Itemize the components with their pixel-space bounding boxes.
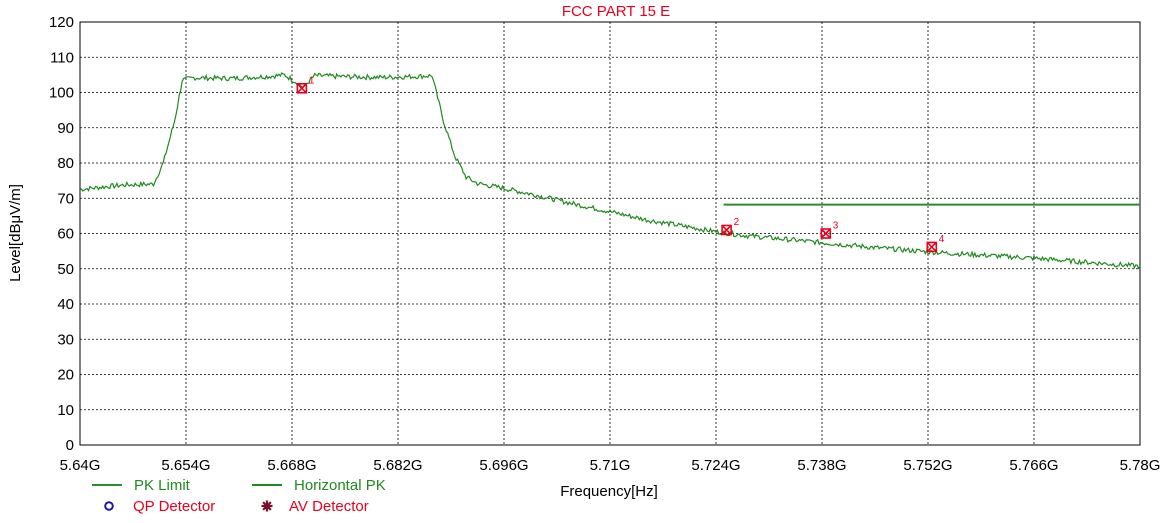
legend-label: QP Detector: [133, 498, 215, 515]
y-tick-label: 30: [57, 331, 74, 348]
marker-3: 3: [820, 221, 839, 239]
x-tick-label: 5.738G: [797, 457, 846, 474]
grid-lines: [80, 22, 1140, 445]
x-tick-label: 5.682G: [373, 457, 422, 474]
y-tick-label: 80: [57, 155, 74, 172]
y-tick-label: 0: [66, 437, 74, 454]
legend: PK Limit Horizontal PK QP Detector AV Detec…: [92, 477, 386, 515]
x-tick-label: 5.752G: [903, 457, 952, 474]
series-horizontal-pk: [79, 72, 1141, 270]
marker-label: 1: [309, 75, 315, 86]
marker-box: [820, 228, 832, 239]
y-tick-label: 70: [57, 190, 74, 207]
x-tick-label: 5.654G: [161, 457, 210, 474]
legend-item-av-detector: AV Detector: [261, 498, 369, 515]
x-tick-label: 5.696G: [479, 457, 528, 474]
x-axis-ticks: 5.64G 5.654G 5.668G 5.682G 5.696G 5.71G 5.724G…: [60, 457, 1161, 474]
x-axis-label: Frequency[Hz]: [560, 483, 658, 500]
marker-box: [721, 224, 732, 236]
x-tick-label: 5.64G: [60, 457, 101, 474]
marker-cross: [722, 225, 732, 235]
y-tick-label: 110: [50, 49, 74, 66]
y-tick-label: 100: [49, 85, 74, 102]
y-tick-label: 50: [57, 261, 74, 278]
x-tick-label: 5.766G: [1009, 457, 1058, 474]
marker-4: 4: [926, 234, 945, 253]
marker-cross: [821, 228, 831, 239]
legend-label: AV Detector: [289, 498, 369, 515]
marker-cross: [297, 83, 307, 93]
x-tick-label: 5.724G: [691, 457, 740, 474]
legend-circle-icon: [104, 501, 114, 511]
chart-title: FCC PART 15 E: [562, 3, 670, 20]
legend-item-qp-detector: QP Detector: [104, 498, 215, 515]
marker-cross: [927, 242, 937, 252]
marker-box: [926, 241, 938, 253]
y-axis-label: Level[dBμV/m]: [7, 184, 24, 282]
y-tick-label: 60: [57, 226, 74, 243]
x-tick-label: 5.71G: [590, 457, 631, 474]
marker-1: 1: [296, 75, 315, 94]
y-tick-label: 10: [57, 402, 74, 419]
y-tick-label: 40: [57, 296, 74, 313]
series-layer: [79, 72, 1141, 270]
marker-layer: 1 2 3 4: [296, 75, 945, 253]
legend-item-horizontal-pk: Horizontal PK: [252, 477, 386, 494]
marker-label: 2: [734, 217, 740, 228]
marker-label: 4: [939, 234, 945, 245]
plot-frame: [79, 21, 1141, 446]
legend-label: Horizontal PK: [294, 477, 386, 494]
legend-label: PK Limit: [134, 477, 191, 494]
marker-box: [296, 82, 308, 94]
y-tick-label: 20: [57, 367, 74, 384]
legend-star-icon: [261, 500, 273, 512]
x-tick-label: 5.668G: [267, 457, 316, 474]
marker-label: 3: [833, 221, 839, 232]
y-tick-label: 90: [57, 120, 74, 137]
legend-item-pk-limit: PK Limit: [92, 477, 191, 494]
marker-2: 2: [721, 217, 740, 236]
y-axis-ticks: 0 10 20 30 40 50 60 70 80 90 100 110 120: [49, 14, 74, 454]
y-tick-label: 120: [49, 14, 74, 31]
x-tick-label: 5.78G: [1120, 457, 1161, 474]
